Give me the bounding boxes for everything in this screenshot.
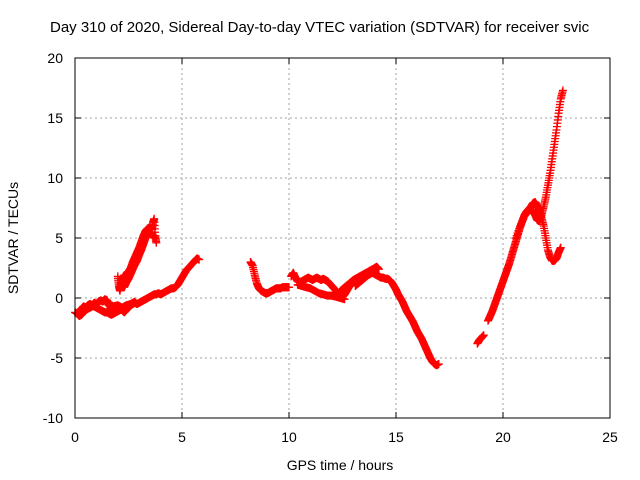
x-tick-label: 5: [178, 429, 186, 445]
data-point: [130, 297, 139, 306]
x-tick-label: 10: [281, 429, 297, 445]
data-points: [71, 86, 567, 370]
data-point: [479, 331, 488, 340]
x-axis-label: GPS time / hours: [287, 457, 394, 473]
data-point: [517, 218, 526, 227]
data-point: [516, 222, 525, 230]
grid: [75, 58, 610, 418]
y-tick-label: 20: [47, 50, 63, 66]
x-tick-label: 25: [602, 429, 618, 445]
y-tick-label: -10: [43, 410, 63, 426]
data-point: [374, 265, 383, 274]
data-point: [152, 238, 161, 247]
x-tick-label: 20: [495, 429, 511, 445]
data-point: [518, 216, 527, 225]
y-axis-label: SDTVAR / TECUs: [5, 182, 21, 294]
x-tick-label: 0: [71, 429, 79, 445]
chart-title: Day 310 of 2020, Sidereal Day-to-day VTE…: [50, 19, 590, 36]
data-point: [285, 283, 293, 292]
data-point: [340, 295, 349, 304]
data-point: [556, 243, 565, 252]
data-point: [150, 234, 159, 242]
y-tick-label: 15: [47, 110, 63, 126]
data-point: [434, 360, 443, 368]
ticks: 0 5 10 15 20 25 -10 -5 0 5 10 15 20: [43, 50, 618, 445]
y-tick-label: 5: [55, 230, 63, 246]
data-point: [558, 86, 567, 95]
data-point: [195, 255, 204, 264]
data-point: [516, 220, 525, 229]
y-tick-label: -5: [51, 350, 64, 366]
x-tick-label: 15: [388, 429, 404, 445]
y-tick-label: 10: [47, 170, 63, 186]
y-tick-label: 0: [55, 290, 63, 306]
